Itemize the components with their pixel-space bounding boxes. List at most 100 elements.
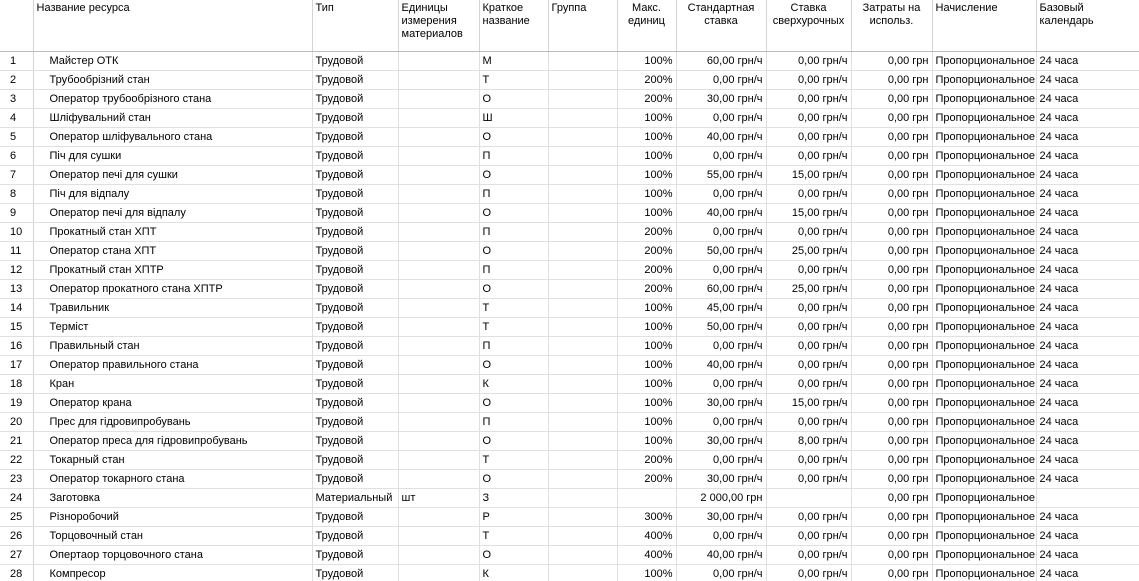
table-row[interactable]: 5 Оператор шліфувального стана Трудовой О 10… [0, 127, 1139, 147]
cell-standard-rate[interactable]: 2 000,00 грн [676, 488, 767, 508]
cell-type[interactable]: Трудовой [312, 298, 399, 318]
cell-max-units[interactable]: 100% [617, 127, 677, 147]
cell-base-calendar[interactable]: 24 часа [1036, 146, 1139, 166]
cell-resource-name[interactable]: Оператор прокатного стана ХПТР [33, 279, 313, 299]
cell-cost-per-use[interactable]: 0,00 грн [851, 260, 933, 280]
cell-overtime-rate[interactable]: 15,00 грн/ч [766, 203, 852, 223]
cell-overtime-rate[interactable]: 8,00 грн/ч [766, 431, 852, 451]
column-header-overtime-rate[interactable]: Ставка сверхурочных [766, 0, 852, 52]
cell-base-calendar[interactable]: 24 часа [1036, 545, 1139, 565]
cell-cost-per-use[interactable]: 0,00 грн [851, 545, 933, 565]
cell-cost-per-use[interactable]: 0,00 грн [851, 317, 933, 337]
table-row[interactable]: 25 Різноробочий Трудовой Р 300% 30,00 грн/ч 0,… [0, 507, 1139, 527]
cell-overtime-rate[interactable]: 0,00 грн/ч [766, 412, 852, 432]
cell-standard-rate[interactable]: 30,00 грн/ч [676, 89, 767, 109]
cell-material-units[interactable] [398, 526, 480, 546]
cell-cost-per-use[interactable]: 0,00 грн [851, 450, 933, 470]
table-row[interactable]: 8 Піч для відпалу Трудовой П 100% 0,00 грн/ч 0… [0, 184, 1139, 204]
cell-max-units[interactable]: 100% [617, 393, 677, 413]
cell-material-units[interactable] [398, 241, 480, 261]
cell-group[interactable] [548, 355, 618, 375]
cell-group[interactable] [548, 241, 618, 261]
cell-material-units[interactable] [398, 203, 480, 223]
cell-material-units[interactable] [398, 279, 480, 299]
cell-max-units[interactable]: 100% [617, 108, 677, 128]
cell-short-name[interactable]: О [479, 469, 549, 489]
cell-overtime-rate[interactable]: 0,00 грн/ч [766, 70, 852, 90]
cell-row-id[interactable]: 8 [0, 184, 34, 204]
cell-overtime-rate[interactable]: 0,00 грн/ч [766, 355, 852, 375]
cell-material-units[interactable] [398, 51, 480, 71]
cell-short-name[interactable]: О [479, 127, 549, 147]
table-row[interactable]: 17 Оператор правильного стана Трудовой О 100… [0, 355, 1139, 375]
column-header-type[interactable]: Тип [312, 0, 399, 52]
table-row[interactable]: 22 Токарный стан Трудовой Т 200% 0,00 грн/ч 0,… [0, 450, 1139, 470]
cell-standard-rate[interactable]: 50,00 грн/ч [676, 317, 767, 337]
cell-cost-per-use[interactable]: 0,00 грн [851, 412, 933, 432]
cell-row-id[interactable]: 17 [0, 355, 34, 375]
cell-material-units[interactable] [398, 222, 480, 242]
cell-accrual[interactable]: Пропорциональное [932, 241, 1037, 261]
cell-base-calendar[interactable]: 24 часа [1036, 222, 1139, 242]
cell-standard-rate[interactable]: 0,00 грн/ч [676, 146, 767, 166]
cell-group[interactable] [548, 526, 618, 546]
cell-material-units[interactable] [398, 564, 480, 581]
cell-type[interactable]: Трудовой [312, 70, 399, 90]
table-row[interactable]: 2 Трубообрізний стан Трудовой Т 200% 0,00 грн… [0, 70, 1139, 90]
cell-standard-rate[interactable]: 0,00 грн/ч [676, 108, 767, 128]
cell-material-units[interactable] [398, 469, 480, 489]
cell-resource-name[interactable]: Опертаор торцовочного стана [33, 545, 313, 565]
cell-type[interactable]: Трудовой [312, 89, 399, 109]
cell-group[interactable] [548, 374, 618, 394]
cell-standard-rate[interactable]: 0,00 грн/ч [676, 336, 767, 356]
cell-max-units[interactable]: 100% [617, 564, 677, 581]
cell-type[interactable]: Трудовой [312, 393, 399, 413]
cell-accrual[interactable]: Пропорциональное [932, 564, 1037, 581]
cell-accrual[interactable]: Пропорциональное [932, 70, 1037, 90]
cell-resource-name[interactable]: Оператор преса для гідровипробувань [33, 431, 313, 451]
table-row[interactable]: 16 Правильный стан Трудовой П 100% 0,00 грн/ч… [0, 336, 1139, 356]
cell-material-units[interactable] [398, 393, 480, 413]
column-header-name[interactable]: Название ресурса [33, 0, 313, 52]
table-row[interactable]: 6 Піч для сушки Трудовой П 100% 0,00 грн/ч 0,0… [0, 146, 1139, 166]
cell-group[interactable] [548, 89, 618, 109]
cell-resource-name[interactable]: Оператор печі для сушки [33, 165, 313, 185]
cell-max-units[interactable]: 100% [617, 355, 677, 375]
cell-row-id[interactable]: 9 [0, 203, 34, 223]
cell-cost-per-use[interactable]: 0,00 грн [851, 564, 933, 581]
cell-cost-per-use[interactable]: 0,00 грн [851, 279, 933, 299]
cell-max-units[interactable]: 100% [617, 146, 677, 166]
cell-row-id[interactable]: 5 [0, 127, 34, 147]
cell-material-units[interactable] [398, 70, 480, 90]
cell-overtime-rate[interactable]: 0,00 грн/ч [766, 564, 852, 581]
cell-material-units[interactable] [398, 545, 480, 565]
cell-max-units[interactable]: 200% [617, 260, 677, 280]
cell-standard-rate[interactable]: 30,00 грн/ч [676, 507, 767, 527]
cell-standard-rate[interactable]: 60,00 грн/ч [676, 279, 767, 299]
cell-group[interactable] [548, 51, 618, 71]
cell-base-calendar[interactable]: 24 часа [1036, 108, 1139, 128]
cell-overtime-rate[interactable]: 15,00 грн/ч [766, 165, 852, 185]
cell-short-name[interactable]: О [479, 241, 549, 261]
cell-row-id[interactable]: 20 [0, 412, 34, 432]
cell-type[interactable]: Трудовой [312, 507, 399, 527]
cell-group[interactable] [548, 317, 618, 337]
cell-short-name[interactable]: О [479, 165, 549, 185]
cell-base-calendar[interactable]: 24 часа [1036, 431, 1139, 451]
cell-row-id[interactable]: 27 [0, 545, 34, 565]
cell-group[interactable] [548, 70, 618, 90]
cell-material-units[interactable] [398, 336, 480, 356]
cell-standard-rate[interactable]: 40,00 грн/ч [676, 127, 767, 147]
cell-max-units[interactable]: 200% [617, 89, 677, 109]
cell-base-calendar[interactable]: 24 часа [1036, 279, 1139, 299]
cell-accrual[interactable]: Пропорциональное [932, 545, 1037, 565]
cell-material-units[interactable] [398, 317, 480, 337]
cell-resource-name[interactable]: Кран [33, 374, 313, 394]
cell-overtime-rate[interactable]: 0,00 грн/ч [766, 222, 852, 242]
cell-cost-per-use[interactable]: 0,00 грн [851, 127, 933, 147]
cell-standard-rate[interactable]: 0,00 грн/ч [676, 412, 767, 432]
cell-short-name[interactable]: Т [479, 526, 549, 546]
cell-max-units[interactable]: 100% [617, 184, 677, 204]
cell-standard-rate[interactable]: 30,00 грн/ч [676, 469, 767, 489]
cell-max-units[interactable]: 200% [617, 450, 677, 470]
